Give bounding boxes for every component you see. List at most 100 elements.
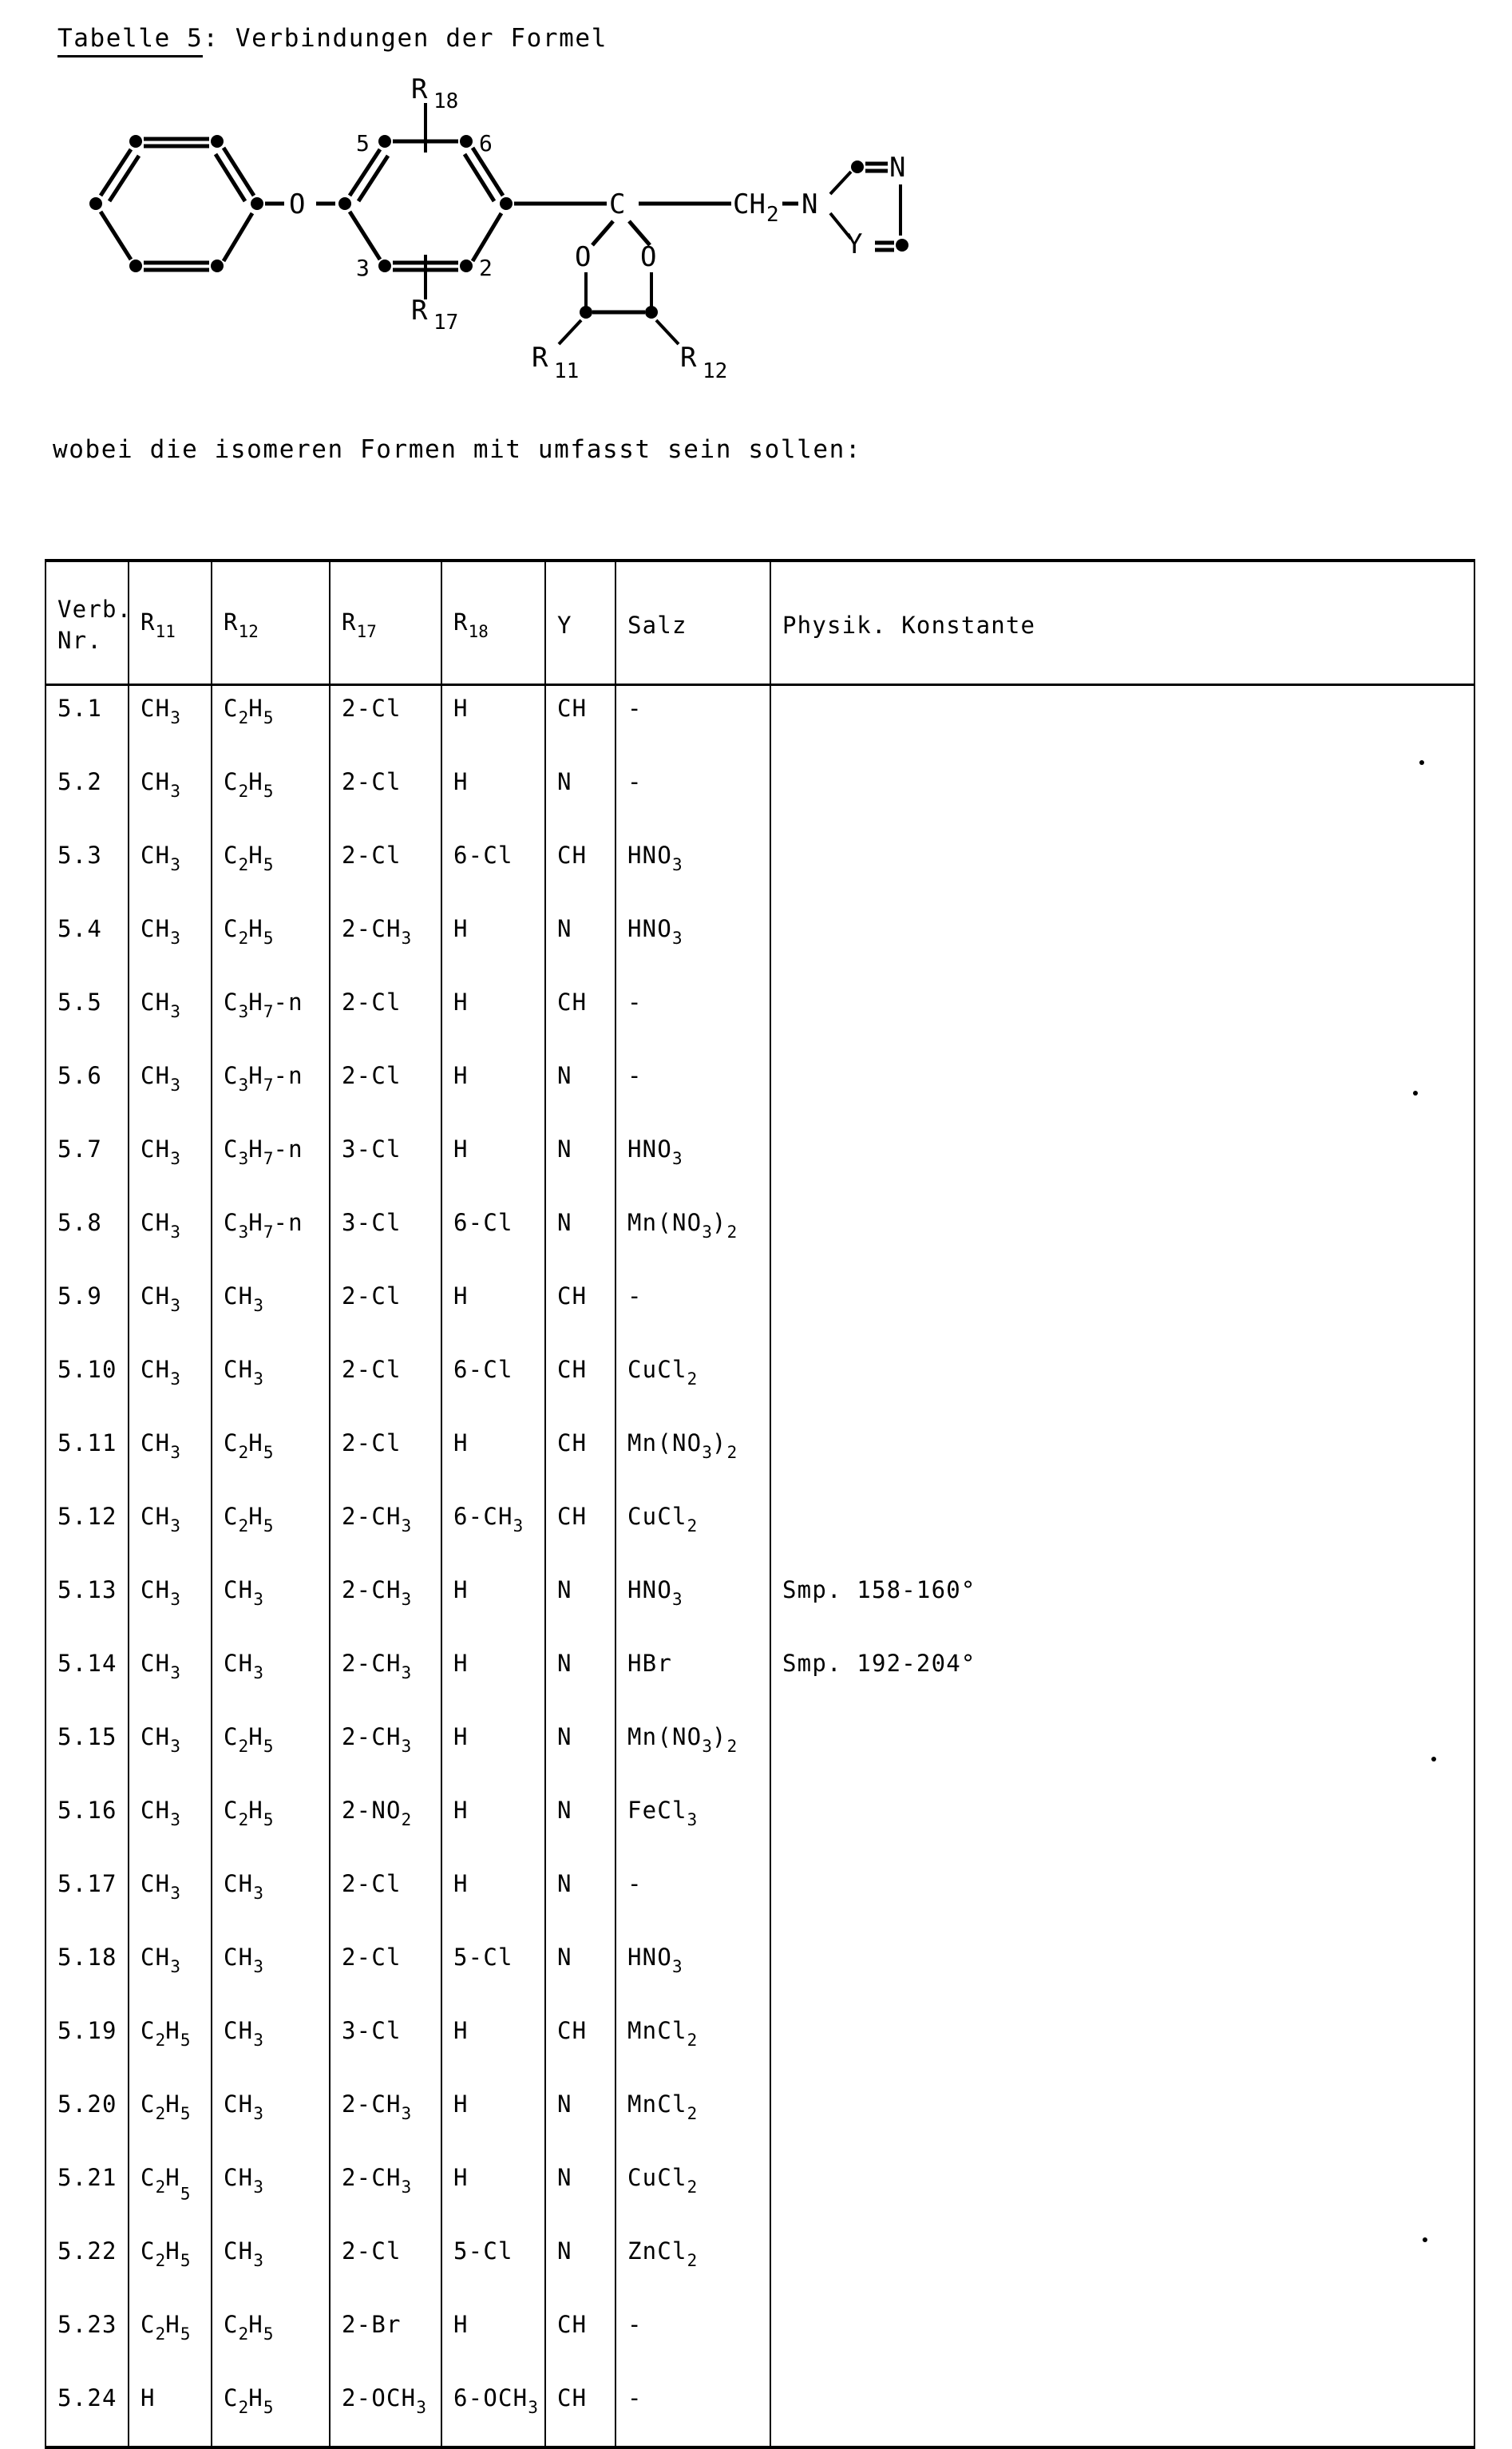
- cell-y: N: [544, 1714, 616, 1788]
- cell-y: N: [544, 2229, 616, 2302]
- column-header-r18: R18: [441, 559, 546, 686]
- cell-r18: 6-OCH3: [441, 2376, 546, 2449]
- cell-phys: [770, 1053, 1475, 1127]
- cell-phys: [770, 684, 1475, 759]
- cell-salz: MnCl2: [615, 2082, 771, 2155]
- cell-phys: [770, 1714, 1475, 1788]
- table-row: 5.9 CH3 CH3 2-Cl H CH -: [45, 1274, 1475, 1347]
- table-row: 5.22 C2H5 CH3 2-Cl 5-Cl N ZnCl2: [45, 2229, 1475, 2302]
- cell-r12: C3H7-n: [211, 980, 331, 1053]
- cell-y: N: [544, 1788, 616, 1861]
- cell-salz: Mn(NO3)2: [615, 1714, 771, 1788]
- table-row: 5.13 CH3 CH3 2-CH3 H N HNO3 Smp. 158-160°: [45, 1567, 1475, 1641]
- cell-r12: C2H5: [211, 1494, 331, 1567]
- cell-nr: 5.17: [45, 1861, 129, 1935]
- intro-sentence: wobei die isomeren Formen mit umfasst se…: [53, 435, 862, 464]
- cell-y: CH: [544, 980, 616, 1053]
- column-header-salz: Salz: [615, 559, 771, 686]
- column-header-verb-nr: Verb. Nr.: [45, 559, 131, 686]
- table-row: 5.20 C2H5 CH3 2-CH3 H N MnCl2: [45, 2082, 1475, 2155]
- cell-r11: CH3: [128, 1861, 212, 1935]
- cell-r12: CH3: [211, 1935, 331, 2008]
- cell-r17: 3-Cl: [329, 1127, 442, 1200]
- table-row: 5.14 CH3 CH3 2-CH3 H N HBr Smp. 192-204°: [45, 1641, 1475, 1714]
- cell-phys: Smp. 192-204°: [770, 1641, 1475, 1714]
- cell-y: CH: [544, 2376, 616, 2449]
- table-row: 5.7 CH3 C3H7-n 3-Cl H N HNO3: [45, 1127, 1475, 1200]
- table-row: 5.18 CH3 CH3 2-Cl 5-Cl N HNO3: [45, 1935, 1475, 2008]
- table-row: 5.8 CH3 C3H7-n 3-Cl 6-Cl N Mn(NO3)2: [45, 1200, 1475, 1274]
- cell-salz: CuCl2: [615, 1494, 771, 1567]
- scan-speck: [1431, 1757, 1436, 1761]
- cell-r18: H: [441, 1421, 546, 1494]
- dioxolane-oxygen-left-label: O: [575, 241, 591, 273]
- cell-r18: H: [441, 1567, 546, 1641]
- ether-oxygen-label: O: [289, 188, 305, 220]
- cell-y: CH: [544, 1494, 616, 1567]
- cell-phys: [770, 1421, 1475, 1494]
- cell-nr: 5.22: [45, 2229, 129, 2302]
- cell-r18: 6-Cl: [441, 1200, 546, 1274]
- cell-r17: 2-Cl: [329, 684, 442, 759]
- cell-r11: CH3: [128, 1714, 212, 1788]
- cell-y: CH: [544, 1421, 616, 1494]
- cell-nr: 5.12: [45, 1494, 129, 1567]
- cell-phys: [770, 906, 1475, 980]
- cell-phys: [770, 1200, 1475, 1274]
- cell-y: N: [544, 1861, 616, 1935]
- column-header-r17: R17: [329, 559, 442, 686]
- cell-y: N: [544, 1127, 616, 1200]
- r12-label: R: [680, 342, 697, 374]
- cell-r18: 6-CH3: [441, 1494, 546, 1567]
- page-title-rest: : Verbindungen der Formel: [203, 24, 608, 53]
- cell-r18: H: [441, 1861, 546, 1935]
- cell-r11: CH3: [128, 1053, 212, 1127]
- cell-r18: H: [441, 1127, 546, 1200]
- cell-r11: C2H5: [128, 2008, 212, 2082]
- cell-nr: 5.3: [45, 833, 129, 906]
- cell-r12: C2H5: [211, 759, 331, 833]
- cell-y: CH: [544, 2302, 616, 2376]
- cell-r17: 2-CH3: [329, 1641, 442, 1714]
- cell-phys: [770, 1935, 1475, 2008]
- cell-r11: CH3: [128, 980, 212, 1053]
- cell-r12: C2H5: [211, 906, 331, 980]
- cell-phys: [770, 1274, 1475, 1347]
- cell-r11: C2H5: [128, 2082, 212, 2155]
- cell-r18: H: [441, 980, 546, 1053]
- cell-y: N: [544, 1641, 616, 1714]
- column-header-physik-konstante: Physik. Konstante: [770, 559, 1475, 686]
- cell-salz: HNO3: [615, 1127, 771, 1200]
- cell-phys: [770, 1127, 1475, 1200]
- page-title: Tabelle 5: Verbindungen der Formel: [57, 24, 608, 57]
- cell-y: CH: [544, 2008, 616, 2082]
- cell-salz: FeCl3: [615, 1788, 771, 1861]
- table-row: 5.10 CH3 CH3 2-Cl 6-Cl CH CuCl2: [45, 1347, 1475, 1421]
- cell-phys: [770, 1494, 1475, 1567]
- r11-subscript: 11: [554, 359, 579, 383]
- table-row: 5.5 CH3 C3H7-n 2-Cl H CH -: [45, 980, 1475, 1053]
- cell-r18: 6-Cl: [441, 1347, 546, 1421]
- cell-phys: [770, 2229, 1475, 2302]
- ring-position-3-label: 3: [356, 255, 370, 281]
- cell-phys: Smp. 158-160°: [770, 1567, 1475, 1641]
- cell-salz: HNO3: [615, 906, 771, 980]
- ether-oxygen-bridge: O: [265, 188, 335, 220]
- cell-r18: 5-Cl: [441, 2229, 546, 2302]
- cell-r18: H: [441, 2155, 546, 2229]
- cell-r17: 2-NO2: [329, 1788, 442, 1861]
- cell-r12: CH3: [211, 1861, 331, 1935]
- cell-r11: CH3: [128, 1127, 212, 1200]
- cell-r17: 2-CH3: [329, 906, 442, 980]
- cell-r18: H: [441, 1788, 546, 1861]
- table-header: Verb. Nr. R11 R12 R17 R18 Y Salz Physik.…: [45, 559, 1475, 686]
- cell-y: N: [544, 906, 616, 980]
- cell-r12: CH3: [211, 1567, 331, 1641]
- cell-r11: CH3: [128, 1494, 212, 1567]
- cell-y: N: [544, 1200, 616, 1274]
- cell-r12: CH3: [211, 2082, 331, 2155]
- cell-r17: 2-Cl: [329, 2229, 442, 2302]
- column-header-r12: R12: [211, 559, 331, 686]
- ch2-subscript: 2: [766, 203, 779, 227]
- cell-r12: C2H5: [211, 1714, 331, 1788]
